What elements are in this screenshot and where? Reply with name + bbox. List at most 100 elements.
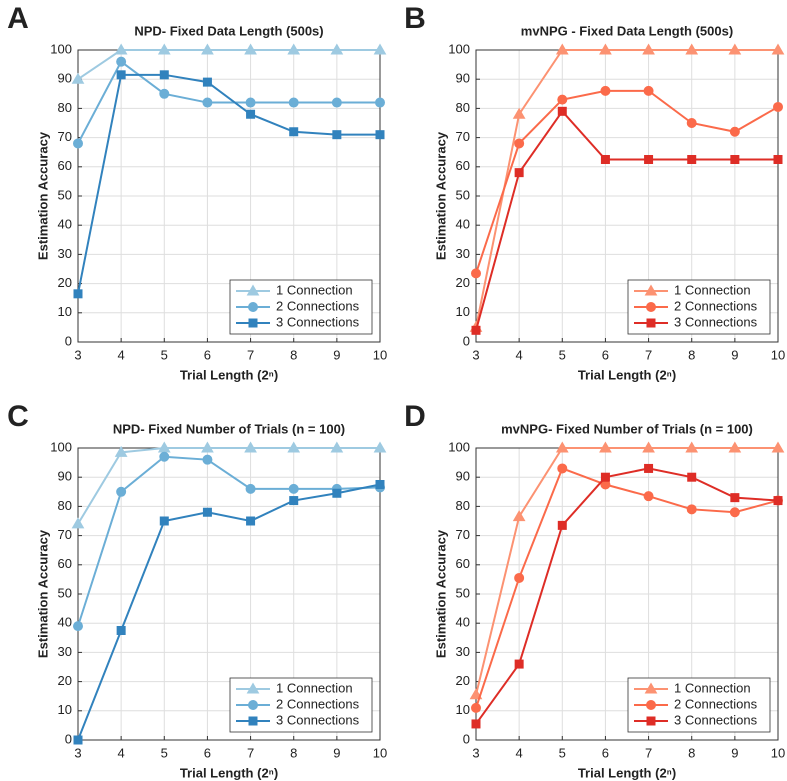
marker: [600, 155, 610, 164]
y-tick-label: 70: [58, 129, 72, 144]
series-line: [77, 60, 380, 144]
legend-marker: [646, 700, 656, 710]
marker: [729, 126, 740, 137]
marker: [245, 97, 256, 108]
x-tick-label: 4: [516, 745, 523, 760]
marker: [469, 688, 483, 700]
marker: [643, 491, 654, 502]
marker: [514, 138, 525, 149]
x-axis-label: Trial Length (2ⁿ): [180, 765, 278, 780]
marker: [773, 101, 783, 112]
legend-marker: [646, 716, 656, 726]
x-tick-label: 9: [731, 745, 738, 760]
y-axis-label: Estimation Accuracy: [433, 529, 448, 658]
marker: [599, 441, 612, 453]
marker: [244, 441, 257, 453]
marker: [771, 441, 785, 453]
marker: [73, 289, 83, 299]
y-tick-label: 70: [58, 527, 72, 542]
marker: [555, 43, 569, 55]
legend-label: 1 Connection: [674, 680, 751, 695]
chart-panel: C NPD- Fixed Number of Trials (n = 100) 0 1…: [7, 400, 387, 781]
marker: [685, 43, 699, 55]
legend-label: 3 Connections: [674, 314, 758, 329]
series-line: [77, 49, 380, 81]
x-tick-label: 6: [602, 347, 609, 362]
marker: [599, 43, 612, 55]
x-tick-label: 6: [602, 745, 609, 760]
marker: [71, 72, 85, 84]
marker: [116, 70, 126, 80]
marker: [375, 97, 385, 108]
marker: [289, 127, 299, 137]
y-tick-label: 20: [456, 673, 470, 688]
chart-title: NPD- Fixed Number of Trials (n = 100): [113, 421, 345, 436]
marker: [557, 520, 567, 530]
marker: [512, 107, 526, 119]
marker: [773, 155, 783, 164]
marker: [73, 138, 83, 149]
x-tick-label: 10: [771, 347, 785, 362]
marker: [773, 496, 783, 506]
marker: [728, 43, 742, 55]
legend-marker: [646, 318, 656, 328]
y-axis-label: Estimation Accuracy: [433, 131, 448, 260]
x-tick-label: 7: [645, 347, 652, 362]
marker: [245, 483, 256, 494]
series-line: [475, 447, 778, 695]
y-tick-label: 40: [456, 615, 470, 630]
panel-letter: A: [7, 2, 29, 35]
y-tick-label: 90: [58, 469, 72, 484]
legend-label: 1 Connection: [276, 282, 353, 297]
chart-title: mvNPG - Fixed Data Length (500s): [521, 23, 733, 38]
marker: [330, 441, 344, 453]
marker: [116, 486, 127, 497]
marker: [289, 496, 299, 506]
marker: [73, 735, 83, 745]
y-tick-label: 100: [448, 41, 470, 56]
legend-marker: [248, 716, 258, 726]
y-tick-label: 0: [463, 333, 470, 348]
legend-label: 1 Connection: [276, 680, 353, 695]
marker: [514, 572, 525, 583]
legend-marker: [248, 700, 258, 710]
y-tick-label: 30: [58, 246, 72, 261]
marker: [332, 130, 342, 140]
marker: [555, 441, 569, 453]
y-tick-label: 10: [456, 702, 470, 717]
legend-marker: [246, 284, 260, 296]
x-tick-label: 9: [731, 347, 738, 362]
marker: [332, 488, 342, 498]
panel-letter: B: [404, 2, 426, 35]
series-line: [77, 73, 380, 295]
chart-title: mvNPG- Fixed Number of Trials (n = 100): [501, 421, 753, 436]
y-tick-label: 50: [58, 585, 72, 600]
marker: [686, 118, 697, 128]
legend-marker: [646, 302, 656, 312]
series-line: [77, 447, 380, 525]
y-tick-label: 0: [65, 731, 72, 746]
y-tick-label: 100: [50, 439, 72, 454]
marker: [157, 43, 171, 55]
marker: [471, 719, 481, 729]
marker: [244, 43, 257, 55]
marker: [159, 70, 169, 80]
series-line: [475, 49, 778, 328]
marker: [643, 85, 654, 96]
x-tick-label: 7: [247, 745, 254, 760]
y-tick-label: 30: [58, 644, 72, 659]
x-tick-label: 5: [161, 347, 168, 362]
marker: [373, 441, 387, 453]
x-tick-label: 3: [472, 347, 479, 362]
marker: [557, 106, 567, 116]
x-tick-label: 4: [118, 347, 125, 362]
marker: [116, 56, 127, 67]
x-tick-label: 8: [290, 347, 297, 362]
y-tick-label: 50: [456, 187, 470, 202]
marker: [685, 441, 699, 453]
series-line: [475, 89, 779, 274]
chart-panel: A NPD- Fixed Data Length (500s) 0 10 20 30 40 5…: [7, 2, 387, 383]
